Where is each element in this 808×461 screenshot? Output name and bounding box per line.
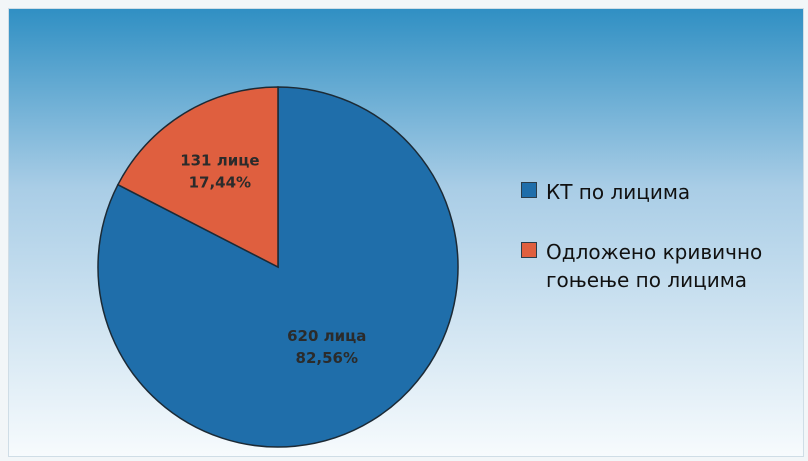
pie-slice-label-0-line1: 620 лица: [287, 327, 366, 345]
legend: КТ по лицима Одложено кривично гоњење по…: [521, 178, 801, 326]
pie-labels: 620 лица 82,56% 131 лице 17,44%: [180, 152, 366, 367]
chart-area: 620 лица 82,56% 131 лице 17,44% КТ по лицим…: [8, 8, 804, 457]
pie-slice-1: [116, 86, 279, 269]
pie-slices: [97, 86, 459, 448]
legend-swatch-deferred-prosecution: [521, 242, 537, 258]
legend-swatch-kt: [521, 182, 537, 198]
legend-label-kt: КТ по лицима: [546, 180, 691, 204]
pie-slice-label-1-line1: 131 лице: [180, 152, 259, 170]
pie-slice-label-0-line2: 82,56%: [296, 349, 358, 367]
pie-slice-label-1-line2: 17,44%: [189, 174, 251, 192]
legend-item-kt: КТ по лицима: [521, 178, 801, 206]
legend-item-deferred-prosecution: Одложено кривично гоњење по лицима: [521, 238, 801, 294]
legend-label-deferred-prosecution: Одложено кривично гоњење по лицима: [546, 240, 763, 292]
pie-chart: 620 лица 82,56% 131 лице 17,44%: [97, 86, 459, 448]
